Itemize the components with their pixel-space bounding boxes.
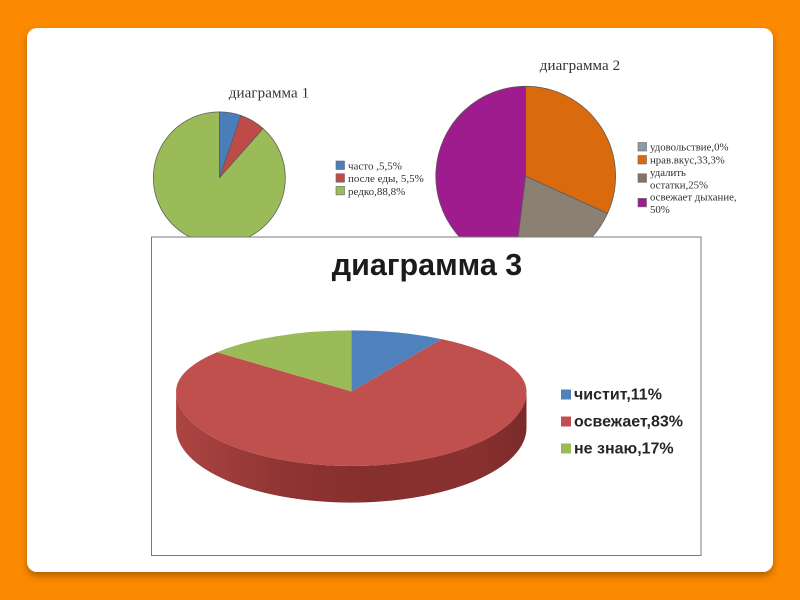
svg-text:остатки,25%: остатки,25% xyxy=(650,179,708,191)
svg-text:редко,88,8%: редко,88,8% xyxy=(348,186,405,198)
svg-text:освежает дыхание,: освежает дыхание, xyxy=(650,192,737,204)
svg-text:часто ,5,5%: часто ,5,5% xyxy=(348,161,402,173)
svg-text:не знаю,17%: не знаю,17% xyxy=(574,441,674,458)
svg-text:удалить: удалить xyxy=(650,167,686,179)
svg-text:диаграмма 3: диаграмма 3 xyxy=(332,248,523,282)
svg-text:после еды, 5,5%: после еды, 5,5% xyxy=(348,173,424,185)
svg-text:удовольствие,0%: удовольствие,0% xyxy=(650,142,728,154)
svg-text:диаграмма 1: диаграмма 1 xyxy=(229,86,310,102)
svg-text:освежает,83%: освежает,83% xyxy=(574,414,683,431)
svg-text:диаграмма 2: диаграмма 2 xyxy=(540,58,621,74)
svg-text:нрав.вкус,33,3%: нрав.вкус,33,3% xyxy=(650,155,725,167)
svg-text:50%: 50% xyxy=(650,204,670,216)
svg-text:чистит,11%: чистит,11% xyxy=(574,387,662,404)
